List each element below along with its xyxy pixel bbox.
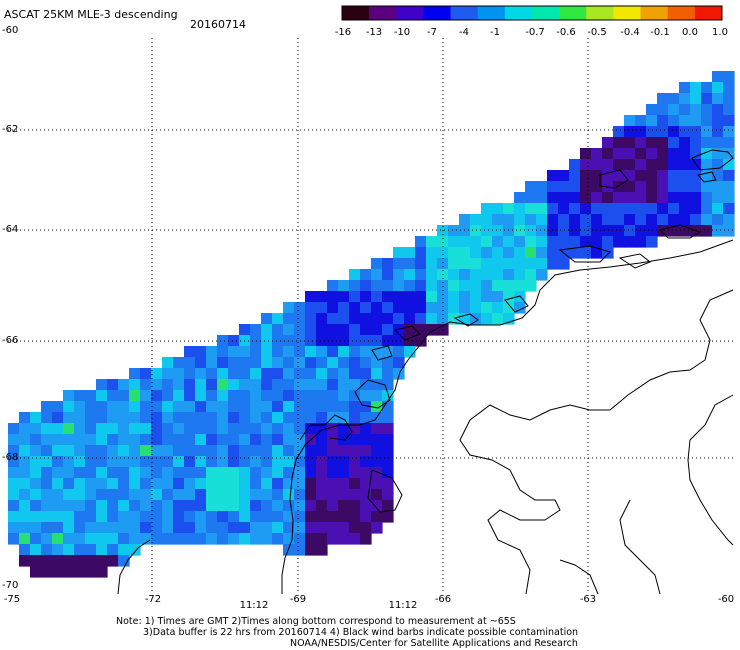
colorbar-tick-label: -0.7 xyxy=(525,27,545,38)
colorbar-tick-label: -0.4 xyxy=(620,27,640,38)
colorbar-swatch xyxy=(640,6,669,20)
coastline xyxy=(117,149,734,595)
map-date: 20160714 xyxy=(190,18,246,31)
wind-speed-field xyxy=(8,71,735,578)
colorbar-swatch xyxy=(396,6,424,20)
lat-label: -70 xyxy=(2,580,19,591)
graticule xyxy=(8,38,733,594)
colorbar-tick-label: -0.1 xyxy=(650,27,670,38)
lat-label: -64 xyxy=(2,224,19,235)
colorbar-tick-label: -13 xyxy=(365,27,383,38)
colorbar-tick-label: 0.0 xyxy=(682,27,698,38)
note-line-2: 3)Data buffer is 22 hrs from 20160714 4)… xyxy=(143,627,579,638)
colorbar-swatch xyxy=(586,6,614,20)
note-line-1: Note: 1) Times are GMT 2)Times along bot… xyxy=(116,616,516,627)
note-line-3: NOAA/NESDIS/Center for Satellite Applica… xyxy=(290,638,578,649)
lon-label: -63 xyxy=(579,594,597,605)
lon-label: -72 xyxy=(144,594,162,605)
colorbar-swatch xyxy=(423,6,452,20)
lon-label: -69 xyxy=(289,594,307,605)
lat-label: -62 xyxy=(2,124,19,135)
colorbar-swatch xyxy=(559,6,587,20)
colorbar-swatch xyxy=(613,6,642,20)
lat-label: -68 xyxy=(2,452,19,463)
colorbar-tick-label: -16 xyxy=(334,27,352,38)
colorbar-swatch xyxy=(450,6,479,20)
colorbar-swatch xyxy=(532,6,560,20)
colorbar-swatch xyxy=(667,6,696,20)
time-label: 11:12 xyxy=(388,600,418,611)
colorbar-swatch xyxy=(504,6,533,20)
colorbar-tick-label: -1 xyxy=(490,27,500,38)
lon-label: -60 xyxy=(717,594,735,605)
colorbar-tick-label: 1.0 xyxy=(712,27,728,38)
colorbar-tick-label: -10 xyxy=(393,27,411,38)
colorbar-swatch xyxy=(369,6,397,20)
colorbar-tick-label: -4 xyxy=(459,27,469,38)
colorbar-tick-label: -7 xyxy=(427,27,437,38)
colorbar-swatch xyxy=(342,6,370,20)
time-label: 11:12 xyxy=(239,600,269,611)
lat-label: -60 xyxy=(2,25,19,36)
map-title: ASCAT 25KM MLE-3 descending xyxy=(4,8,178,21)
colorbar-swatch xyxy=(477,6,506,20)
colorbar xyxy=(341,5,723,21)
lon-label: -66 xyxy=(434,594,452,605)
colorbar-tick-label: -0.5 xyxy=(587,27,607,38)
lat-label: -66 xyxy=(2,335,19,346)
colorbar-tick-label: -0.6 xyxy=(556,27,576,38)
colorbar-swatch xyxy=(694,6,723,20)
lon-label: -75 xyxy=(3,594,21,605)
